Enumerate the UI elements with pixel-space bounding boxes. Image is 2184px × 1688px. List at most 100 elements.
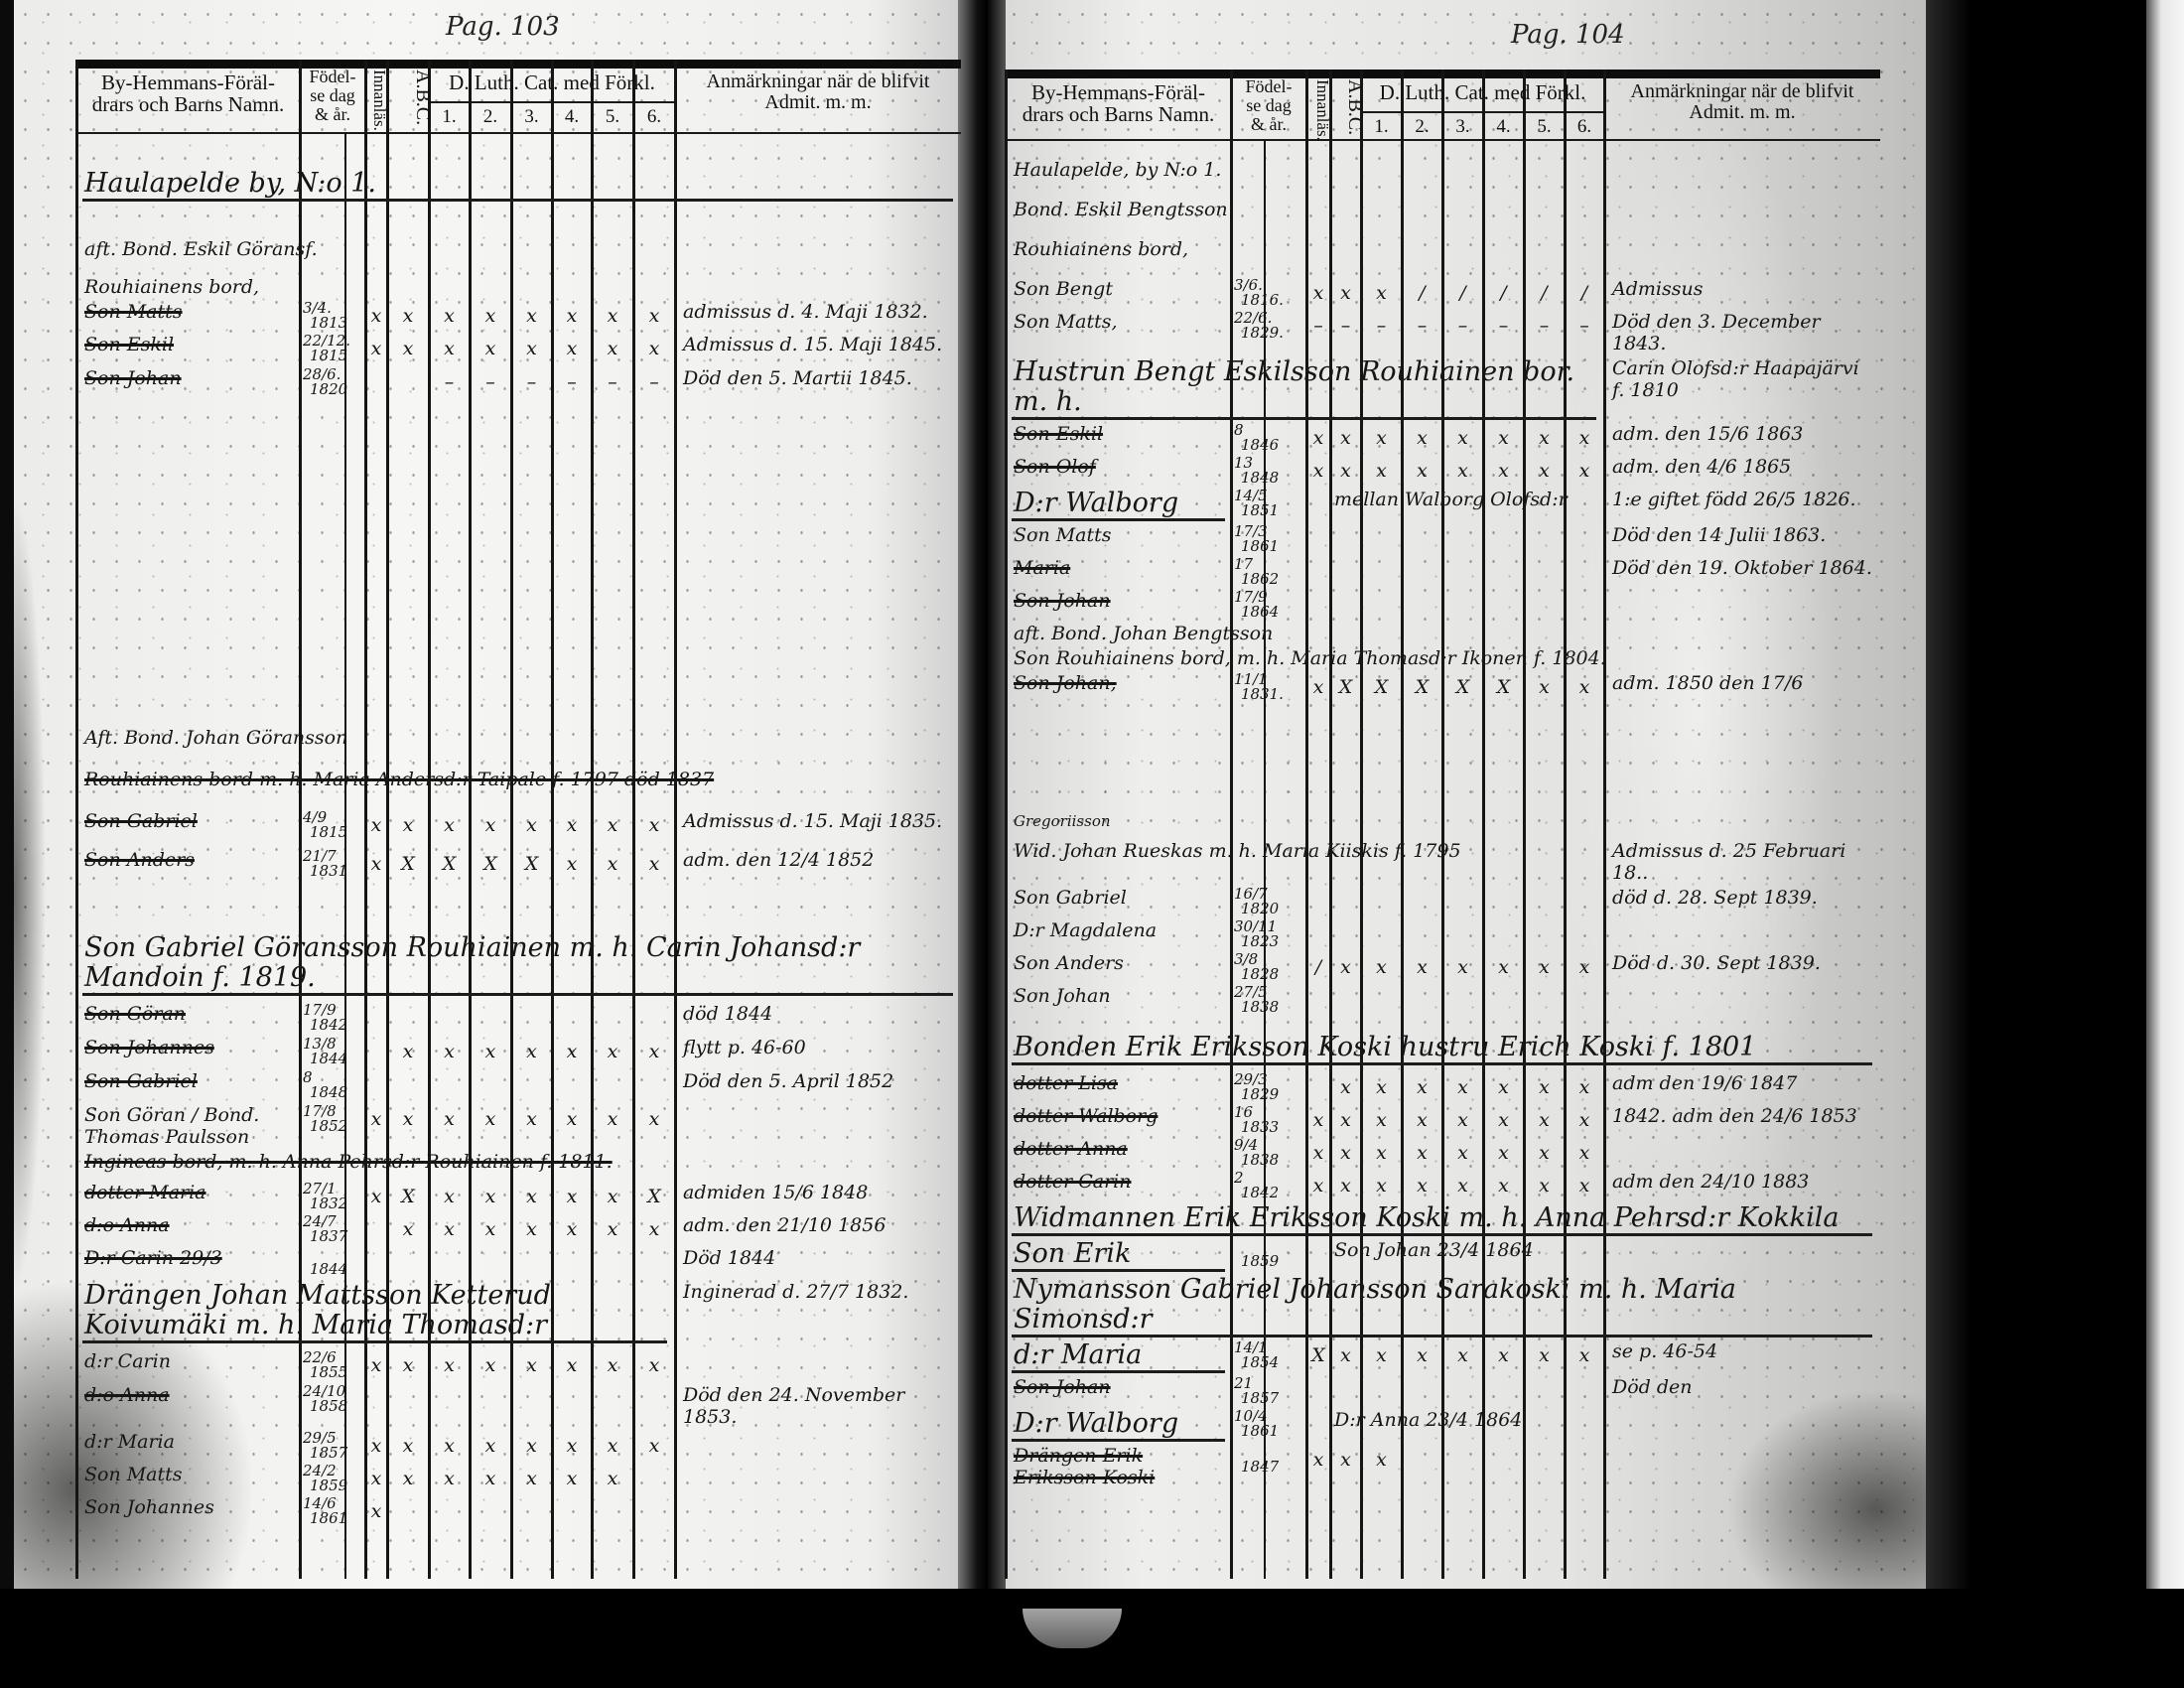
catechism-mark: x bbox=[1340, 1449, 1351, 1471]
entry-name: Son Johan bbox=[1014, 985, 1111, 1007]
column-divider bbox=[674, 60, 677, 1579]
catechism-mark: x bbox=[607, 1218, 618, 1240]
entry-name: Son Johannes bbox=[84, 1496, 214, 1518]
header-catechism-3: 3. bbox=[1455, 116, 1470, 137]
entry-birth-day: 24/2 bbox=[303, 1462, 337, 1479]
entry-birth-day: 27/1 bbox=[303, 1180, 337, 1197]
catechism-mark: x bbox=[370, 305, 382, 327]
book-spine bbox=[958, 0, 1006, 1599]
entry-remark: adm den 19/6 1847 bbox=[1612, 1072, 1798, 1094]
entry-birth-day: 8 bbox=[303, 1068, 313, 1086]
entry-birth-day: 16/7 bbox=[1234, 885, 1268, 903]
entry-name: Son Matts, bbox=[1014, 311, 1118, 333]
entry-birth-day: 17/8 bbox=[303, 1102, 337, 1120]
entry-birth-year: 1851 bbox=[1241, 501, 1280, 519]
catechism-mark: x bbox=[370, 338, 382, 359]
entry-name: aft. Bond. Johan Bengtsson bbox=[1014, 623, 1274, 644]
entry-remark: Död den bbox=[1612, 1376, 1693, 1398]
catechism-mark: / bbox=[1541, 282, 1548, 304]
entry-remark: Admissus d. 25 Februari 18.. bbox=[1612, 840, 1846, 884]
entry-remark: adm. den 15/6 1863 bbox=[1612, 423, 1804, 445]
entry-birth-day: 24/10 bbox=[303, 1382, 346, 1400]
entry-note-across: Son Johan 23/4 1864 bbox=[1334, 1239, 1534, 1261]
entry-remark: 1:e giftet född 26/5 1826. bbox=[1612, 489, 1856, 510]
entry-birth-year: 1855 bbox=[310, 1363, 348, 1381]
catechism-mark: x bbox=[648, 1108, 660, 1130]
catechism-mark: x bbox=[1312, 282, 1324, 304]
catechism-mark: x bbox=[566, 1108, 578, 1130]
catechism-mark: – bbox=[1539, 315, 1550, 337]
catechism-mark: x bbox=[1539, 956, 1550, 978]
column-divider bbox=[632, 60, 635, 1579]
catechism-mark: x bbox=[566, 853, 578, 875]
column-divider bbox=[1564, 70, 1567, 1579]
catechism-mark: x bbox=[526, 1435, 537, 1457]
entry-birth-year: 1820 bbox=[1241, 900, 1280, 917]
catechism-mark: x bbox=[1457, 1142, 1468, 1164]
catechism-mark: – bbox=[1457, 315, 1468, 337]
catechism-mark: x bbox=[484, 1186, 496, 1207]
entry-remark: Död den 24. November 1853. bbox=[683, 1384, 905, 1428]
entry-remark: Död den 14 Julii 1863. bbox=[1612, 524, 1827, 546]
entry-remark: Admissus d. 15. Maji 1845. bbox=[683, 334, 943, 355]
catechism-mark: x bbox=[1578, 1142, 1590, 1164]
catechism-mark: x bbox=[1417, 460, 1428, 482]
catechism-mark: x bbox=[607, 1186, 618, 1207]
birth-day-year-divider bbox=[1264, 139, 1266, 1579]
entry-birth-year: 1829. bbox=[1241, 324, 1284, 342]
entry-name: Son Göran / Bond. Thomas Paulsson bbox=[84, 1104, 260, 1148]
entry-remark: Död den 5. Martii 1845. bbox=[683, 367, 912, 389]
header-catechism-5: 5. bbox=[605, 106, 620, 127]
header-reading-column: Innanläs. bbox=[1313, 79, 1332, 141]
entry-birth-year: 1831 bbox=[310, 862, 348, 880]
catechism-mark: x bbox=[526, 1186, 537, 1207]
column-divider bbox=[591, 60, 594, 1579]
entry-remark: se p. 46-54 bbox=[1612, 1340, 1718, 1362]
entry-remark: adm. den 4/6 1865 bbox=[1612, 456, 1792, 478]
catechism-mark: x bbox=[1457, 1175, 1468, 1196]
entry-name: Son Eskil bbox=[84, 334, 175, 355]
catechism-mark: x bbox=[1457, 427, 1468, 449]
catechism-mark: x bbox=[1340, 282, 1351, 304]
catechism-mark: x bbox=[444, 305, 455, 327]
entry-birth-year: 1838 bbox=[1241, 1151, 1280, 1169]
entry-birth-day: 22/6 bbox=[303, 1348, 337, 1366]
entry-birth-year: 1844 bbox=[310, 1260, 348, 1278]
catechism-mark: x bbox=[1312, 1142, 1324, 1164]
catechism-mark: x bbox=[1312, 1449, 1324, 1471]
catechism-mark: x bbox=[484, 814, 496, 836]
catechism-mark: x bbox=[526, 305, 537, 327]
catechism-mark: – bbox=[1340, 315, 1351, 337]
entry-name: Son Olof bbox=[1014, 456, 1096, 478]
entry-remark: död 1844 bbox=[683, 1003, 773, 1025]
header-top-rule bbox=[76, 60, 961, 69]
catechism-mark: x bbox=[1417, 427, 1428, 449]
entry-name: D:r Magdalena bbox=[1014, 919, 1158, 941]
catechism-mark: x bbox=[1417, 1109, 1428, 1131]
entry-name: D:r Carin 29/3 bbox=[84, 1247, 222, 1269]
catechism-mark: x bbox=[1417, 1076, 1428, 1098]
catechism-mark: / bbox=[1580, 282, 1588, 304]
column-divider bbox=[1441, 70, 1444, 1579]
catechism-mark: – bbox=[485, 371, 495, 393]
entry-birth-year: 1813 bbox=[310, 314, 348, 332]
catechism-mark: / bbox=[1314, 956, 1322, 978]
catechism-mark: x bbox=[1578, 1076, 1590, 1098]
entry-birth-day: 28/6. bbox=[303, 365, 341, 383]
header-name-column: By-Hemmans-Föräl- drars och Barns Namn. bbox=[1022, 80, 1215, 127]
catechism-mark: x bbox=[484, 1041, 496, 1062]
entry-name: Son Gabriel bbox=[84, 810, 198, 832]
catechism-mark: x bbox=[484, 338, 496, 359]
column-divider bbox=[1482, 70, 1485, 1579]
entry-birth-day: 27/5 bbox=[1234, 983, 1268, 1001]
catechism-mark: X bbox=[483, 853, 497, 875]
entry-remark: flytt p. 46-60 bbox=[683, 1037, 806, 1058]
header-remarks-column: Anmärkningar när de blifvit Admit. m. m. bbox=[706, 70, 930, 113]
entry-birth-year: 1838 bbox=[1241, 998, 1280, 1016]
catechism-mark: – bbox=[1579, 315, 1589, 337]
catechism-mark: – bbox=[526, 371, 537, 393]
catechism-mark: x bbox=[1578, 1344, 1590, 1366]
header-name-column: By-Hemmans-Föräl- drars och Barns Namn. bbox=[91, 70, 285, 117]
header-catechism-4: 4. bbox=[1496, 116, 1511, 137]
catechism-mark: x bbox=[566, 1468, 578, 1489]
